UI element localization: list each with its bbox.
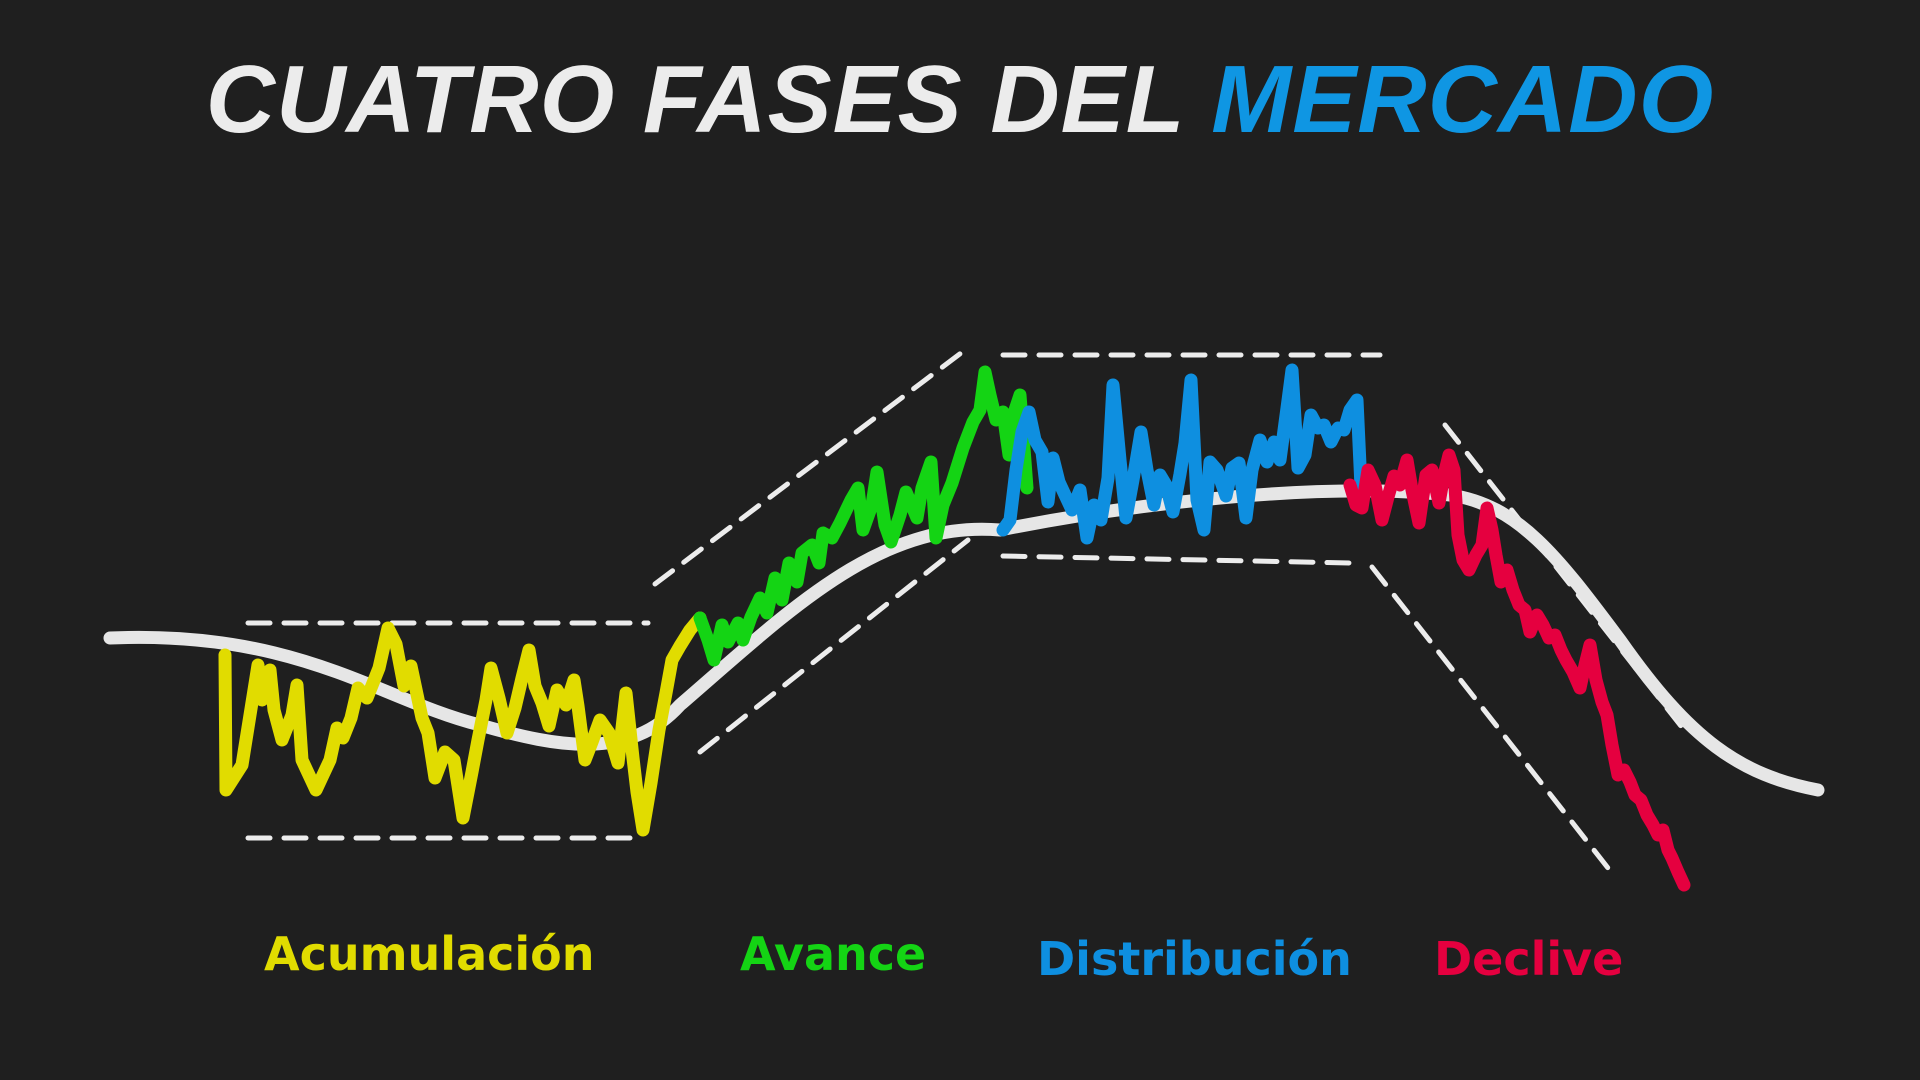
title-accent: MERCADO (1211, 46, 1715, 153)
distribution-channel-bottom (1000, 553, 1355, 566)
phase-label-distribucion: Distribución (1037, 932, 1352, 986)
advance-channel-bottom (697, 537, 971, 755)
phase-label-declive: Declive (1434, 932, 1623, 986)
advance-channel-top (652, 347, 968, 587)
decline-channel-bottom (1369, 564, 1611, 871)
title-main: CUATRO FASES DEL (205, 46, 1184, 153)
page-title: CUATRO FASES DEL MERCADO (0, 40, 1920, 160)
phase-label-avance: Avance (740, 927, 926, 981)
distribution-price-line (996, 363, 1368, 545)
decline-price-line (1343, 448, 1691, 892)
accumulation-price-line (218, 611, 707, 837)
advance-price-line (693, 365, 1034, 667)
phase-label-acumulacion: Acumulación (264, 927, 595, 981)
